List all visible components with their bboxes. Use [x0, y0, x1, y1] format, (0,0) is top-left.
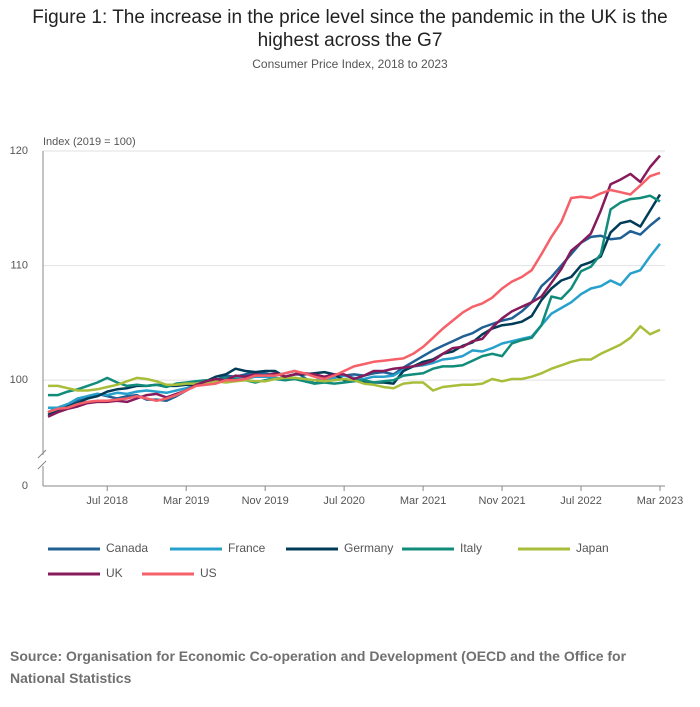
- x-tick-label: Mar 2023: [637, 495, 683, 507]
- legend-label: France: [228, 541, 266, 555]
- source-note: Source: Organisation for Economic Co-ope…: [10, 648, 627, 686]
- series-line: [47, 171, 661, 414]
- x-tick-label: Nov 2019: [242, 495, 289, 507]
- y-tick-label: 0: [22, 480, 28, 492]
- axis-break: [37, 449, 47, 470]
- x-tick-label: Jul 2018: [86, 495, 128, 507]
- series-line: [47, 216, 661, 414]
- x-tick-label: Jul 2022: [560, 495, 602, 507]
- chart-title: Figure 1: The increase in the price leve…: [32, 7, 668, 51]
- legend-label: Canada: [106, 541, 148, 555]
- y-tick-label: 100: [10, 374, 28, 386]
- x-tick-label: Mar 2021: [400, 495, 446, 507]
- y-axis-label: Index (2019 = 100): [43, 136, 136, 148]
- legend-label: Italy: [460, 541, 482, 555]
- y-tick-label: 120: [10, 145, 28, 157]
- series-line: [47, 154, 661, 418]
- chart: Index (2019 = 100) 0 100 110 120 Jul 2018 Mar…: [10, 136, 684, 580]
- chart-subtitle: Consumer Price Index, 2018 to 2023: [252, 57, 448, 71]
- legend-label: Japan: [576, 541, 609, 555]
- x-tick-label: Nov 2021: [479, 495, 526, 507]
- x-tick-label: Jul 2020: [323, 495, 365, 507]
- series-line: [48, 325, 661, 392]
- legend-label: US: [200, 566, 217, 580]
- legend-label: UK: [106, 566, 123, 580]
- x-tick-label: Mar 2019: [163, 495, 209, 507]
- legend-label: Germany: [344, 541, 393, 555]
- series-line: [48, 243, 661, 409]
- y-tick-label: 110: [10, 259, 28, 271]
